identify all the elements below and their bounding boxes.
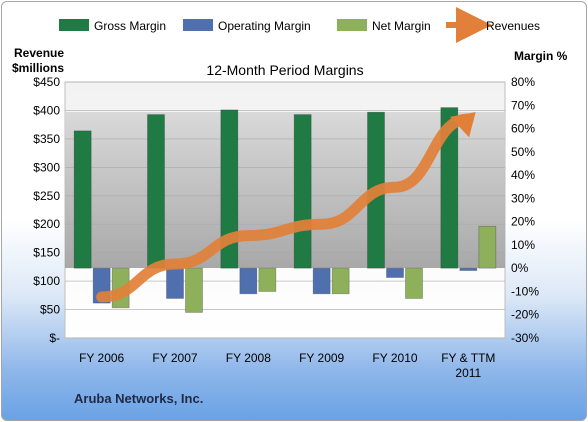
category-label: FY & TTM xyxy=(441,351,495,365)
revenue-series xyxy=(96,112,476,303)
legend-label-revenues: Revenues xyxy=(486,19,540,33)
revenue-arrowhead xyxy=(450,112,476,138)
category-label: 2011 xyxy=(455,366,481,380)
legend-item-gross-margin: Gross Margin xyxy=(59,19,166,33)
legend-item-net-margin: Net Margin xyxy=(337,19,431,33)
right-tick-label: 20% xyxy=(511,215,535,229)
category-labels: FY 2006 FY 2007 FY 2008 FY 2009 FY 2010 FY & … xyxy=(79,351,495,380)
legend-swatch-net-margin xyxy=(337,19,367,31)
legend: Gross Margin Operating Margin Net Margin… xyxy=(59,7,540,43)
right-tick-label: 60% xyxy=(511,122,535,136)
right-tick-label: 10% xyxy=(511,238,535,252)
right-tick-label: 0% xyxy=(511,261,529,275)
left-tick-label: $200 xyxy=(33,217,60,231)
bar-net-margin xyxy=(331,267,350,295)
legend-label-gross-margin: Gross Margin xyxy=(94,19,166,33)
category-label: FY 2010 xyxy=(372,351,417,365)
left-tick-label: $- xyxy=(49,331,60,345)
bar-gross-margin xyxy=(293,114,312,269)
bar-operating-margin xyxy=(239,267,258,295)
left-tick-label: $250 xyxy=(33,189,60,203)
right-tick-label: -10% xyxy=(511,284,539,298)
bar-net-margin xyxy=(258,267,277,292)
left-axis-title-line2: $millions xyxy=(12,61,64,75)
right-tick-label: -20% xyxy=(511,308,539,322)
left-tick-label: $150 xyxy=(33,246,60,260)
revenue-line xyxy=(96,113,474,303)
bar-operating-margin xyxy=(166,267,184,299)
left-tick-label: $450 xyxy=(33,75,60,89)
right-axis-title: Margin % xyxy=(514,49,568,63)
bar-operating-margin xyxy=(459,267,478,271)
legend-swatch-gross-margin xyxy=(59,19,89,31)
legend-item-operating-margin: Operating Margin xyxy=(183,19,311,33)
left-tick-label: $50 xyxy=(40,303,60,317)
legend-item-revenues: Revenues xyxy=(446,7,540,43)
legend-swatch-operating-margin xyxy=(183,19,213,31)
left-tick-label: $400 xyxy=(33,103,60,117)
left-axis-ticks: $450 $400 $350 $300 $250 $200 $150 $100 $50 $- xyxy=(33,75,60,345)
right-tick-label: 40% xyxy=(511,168,535,182)
category-label: FY 2006 xyxy=(79,351,124,365)
category-label: FY 2009 xyxy=(299,351,344,365)
category-label: FY 2007 xyxy=(152,351,197,365)
bar-gross-margin xyxy=(73,130,92,269)
legend-label-net-margin: Net Margin xyxy=(372,19,431,33)
bar-gross-margin xyxy=(440,107,459,269)
left-tick-label: $100 xyxy=(33,274,60,288)
bar-net-margin xyxy=(405,267,423,299)
legend-label-operating-margin: Operating Margin xyxy=(218,19,311,33)
left-tick-label: $350 xyxy=(33,132,60,146)
bar-operating-margin xyxy=(312,267,331,295)
right-tick-label: -30% xyxy=(511,331,539,345)
bar-net-margin xyxy=(478,225,497,269)
chart-title: 12-Month Period Margins xyxy=(206,62,363,78)
category-label: FY 2008 xyxy=(226,351,271,365)
left-tick-label: $300 xyxy=(33,160,60,174)
right-tick-label: 50% xyxy=(511,145,535,159)
bar-operating-margin xyxy=(386,267,404,278)
bar-gross-margin xyxy=(147,114,165,269)
plot-area-shaded-band xyxy=(65,112,505,268)
left-axis-title-line1: Revenue xyxy=(14,46,64,60)
company-name: Aruba Networks, Inc. xyxy=(74,391,203,406)
right-tick-label: 70% xyxy=(511,98,535,112)
right-axis-ticks: 80% 70% 60% 50% 40% 30% 20% 10% 0% -10% -20% -30% xyxy=(511,75,539,345)
right-tick-label: 30% xyxy=(511,191,535,205)
right-tick-label: 80% xyxy=(511,75,535,89)
bar-gross-margin xyxy=(220,109,239,269)
bar-net-margin xyxy=(185,267,203,313)
